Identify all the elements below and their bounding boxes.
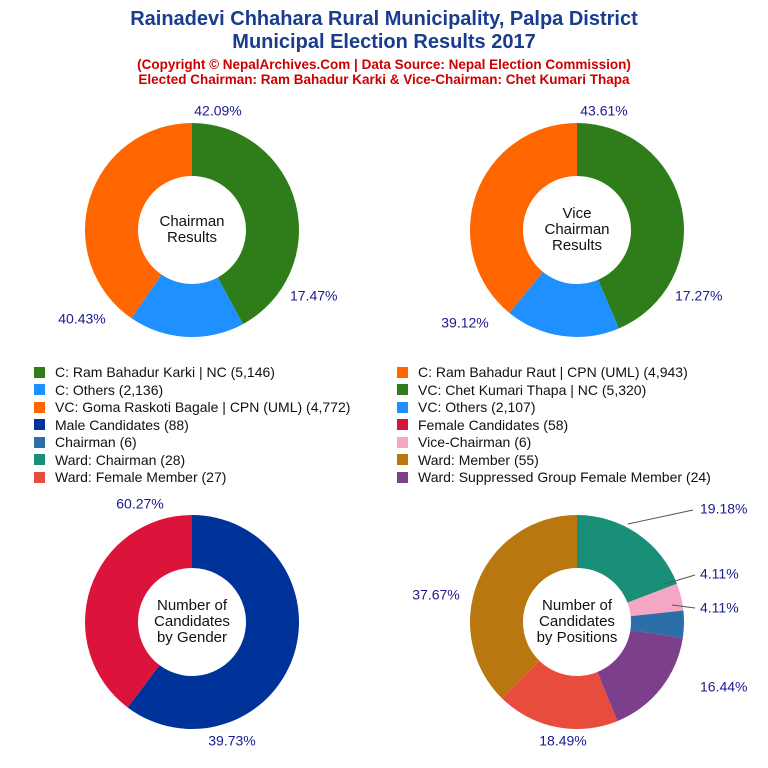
- legend-swatch: [397, 419, 408, 430]
- legend-item: Vice-Chairman (6): [397, 433, 531, 451]
- pie-slice: [131, 274, 243, 337]
- legend-swatch: [34, 454, 45, 465]
- legend-swatch: [34, 419, 45, 430]
- legend-item: Male Candidates (88): [34, 416, 189, 434]
- legend-label: VC: Chet Kumari Thapa | NC (5,320): [418, 381, 647, 398]
- chart-title-line1: Rainadevi Chhahara Rural Municipality, P…: [130, 8, 638, 30]
- elected-line: Elected Chairman: Ram Bahadur Karki & Vi…: [138, 72, 630, 87]
- percent-label: 40.43%: [58, 311, 105, 327]
- legend-item: C: Ram Bahadur Raut | CPN (UML) (4,943): [397, 363, 688, 381]
- chart-title-line2: Municipal Election Results 2017: [232, 31, 536, 53]
- copyright-line: (Copyright © NepalArchives.Com | Data So…: [137, 57, 631, 72]
- percent-label: 37.67%: [412, 587, 459, 603]
- leader-line: [671, 604, 696, 609]
- legend-swatch: [34, 366, 45, 378]
- legend-swatch: [34, 436, 45, 448]
- pie-slice: [577, 123, 684, 329]
- legend-swatch: [397, 436, 408, 448]
- legend-swatch: [397, 401, 408, 413]
- center-label: Chairman: [544, 221, 609, 238]
- legend-item: VC: Chet Kumari Thapa | NC (5,320): [397, 381, 646, 399]
- center-label: Chairman: [159, 213, 224, 230]
- percent-label: 60.27%: [116, 496, 163, 512]
- percent-label: 43.61%: [580, 103, 627, 119]
- leader-line: [664, 574, 696, 585]
- percent-label: 4.11%: [700, 600, 739, 616]
- legend-label: Female Candidates (58): [418, 416, 569, 433]
- pie-slice: [509, 271, 619, 337]
- legend-label: Ward: Member (55): [418, 451, 539, 468]
- leader-line: [627, 509, 694, 525]
- legend-swatch: [397, 384, 408, 395]
- pie-slice: [502, 660, 618, 729]
- legend-label: Male Candidates (88): [55, 416, 189, 433]
- pie-slice: [85, 123, 192, 319]
- pie-slice: [630, 610, 684, 639]
- percent-label: 17.27%: [675, 288, 722, 304]
- legend-item: VC: Others (2,107): [397, 398, 536, 416]
- pie-slice: [127, 515, 299, 729]
- legend-item: Female Candidates (58): [397, 416, 568, 434]
- percent-label: 16.44%: [700, 679, 747, 695]
- legend-item: C: Ram Bahadur Karki | NC (5,146): [34, 363, 275, 381]
- legend-swatch: [397, 471, 408, 483]
- pie-slice: [627, 583, 684, 617]
- legend-swatch: [397, 454, 408, 465]
- center-label: Number of: [542, 597, 613, 614]
- pie-slice: [470, 123, 577, 313]
- center-label: Results: [167, 229, 217, 246]
- center-label: by Gender: [157, 629, 227, 646]
- center-label: Candidates: [154, 613, 230, 630]
- legend-swatch: [34, 471, 45, 483]
- legend-item: Ward: Member (55): [397, 451, 539, 469]
- legend-item: Ward: Suppressed Group Female Member (24…: [397, 468, 711, 486]
- legend-label: VC: Others (2,107): [418, 399, 536, 415]
- pie-slice: [84, 515, 192, 708]
- center-label: Number of: [157, 597, 228, 614]
- center-label: Results: [552, 237, 602, 254]
- legend-item: Ward: Female Member (27): [34, 468, 226, 486]
- percent-label: 42.09%: [194, 103, 241, 119]
- legend-item: VC: Goma Raskoti Bagale | CPN (UML) (4,7…: [34, 398, 350, 416]
- legend-item: Chairman (6): [34, 433, 137, 451]
- legend-swatch: [34, 384, 45, 395]
- percent-label: 19.18%: [700, 501, 747, 517]
- center-label: Candidates: [539, 613, 615, 630]
- legend-label: Chairman (6): [55, 434, 137, 450]
- percent-label: 18.49%: [539, 733, 586, 749]
- legend-label: C: Others (2,136): [55, 381, 164, 398]
- legend-swatch: [397, 366, 408, 378]
- center-label: by Positions: [537, 629, 618, 646]
- legend-label: VC: Goma Raskoti Bagale | CPN (UML) (4,7…: [55, 399, 351, 415]
- legend-item: Ward: Chairman (28): [34, 451, 185, 469]
- percent-label: 17.47%: [290, 288, 337, 304]
- pie-slice: [192, 123, 299, 325]
- pie-slice: [597, 630, 683, 722]
- percent-label: 39.73%: [208, 733, 255, 749]
- legend-swatch: [34, 401, 45, 413]
- percent-label: 39.12%: [441, 315, 488, 331]
- center-label: Vice: [563, 205, 592, 222]
- pie-slice: [470, 515, 577, 699]
- percent-label: 4.11%: [700, 566, 739, 582]
- legend-label: C: Ram Bahadur Raut | CPN (UML) (4,943): [418, 364, 688, 380]
- legend-label: C: Ram Bahadur Karki | NC (5,146): [55, 364, 275, 380]
- legend-label: Vice-Chairman (6): [418, 434, 532, 450]
- legend-label: Ward: Suppressed Group Female Member (24…: [418, 469, 711, 485]
- legend-item: C: Others (2,136): [34, 381, 163, 399]
- donut-chart: 19.18% 4.11% 4.11% 16.44% 18.49% 37.67% Number…: [412, 501, 747, 749]
- legend-label: Ward: Chairman (28): [55, 451, 186, 468]
- pie-slice: [577, 515, 677, 603]
- legend-label: Ward: Female Member (27): [55, 469, 227, 485]
